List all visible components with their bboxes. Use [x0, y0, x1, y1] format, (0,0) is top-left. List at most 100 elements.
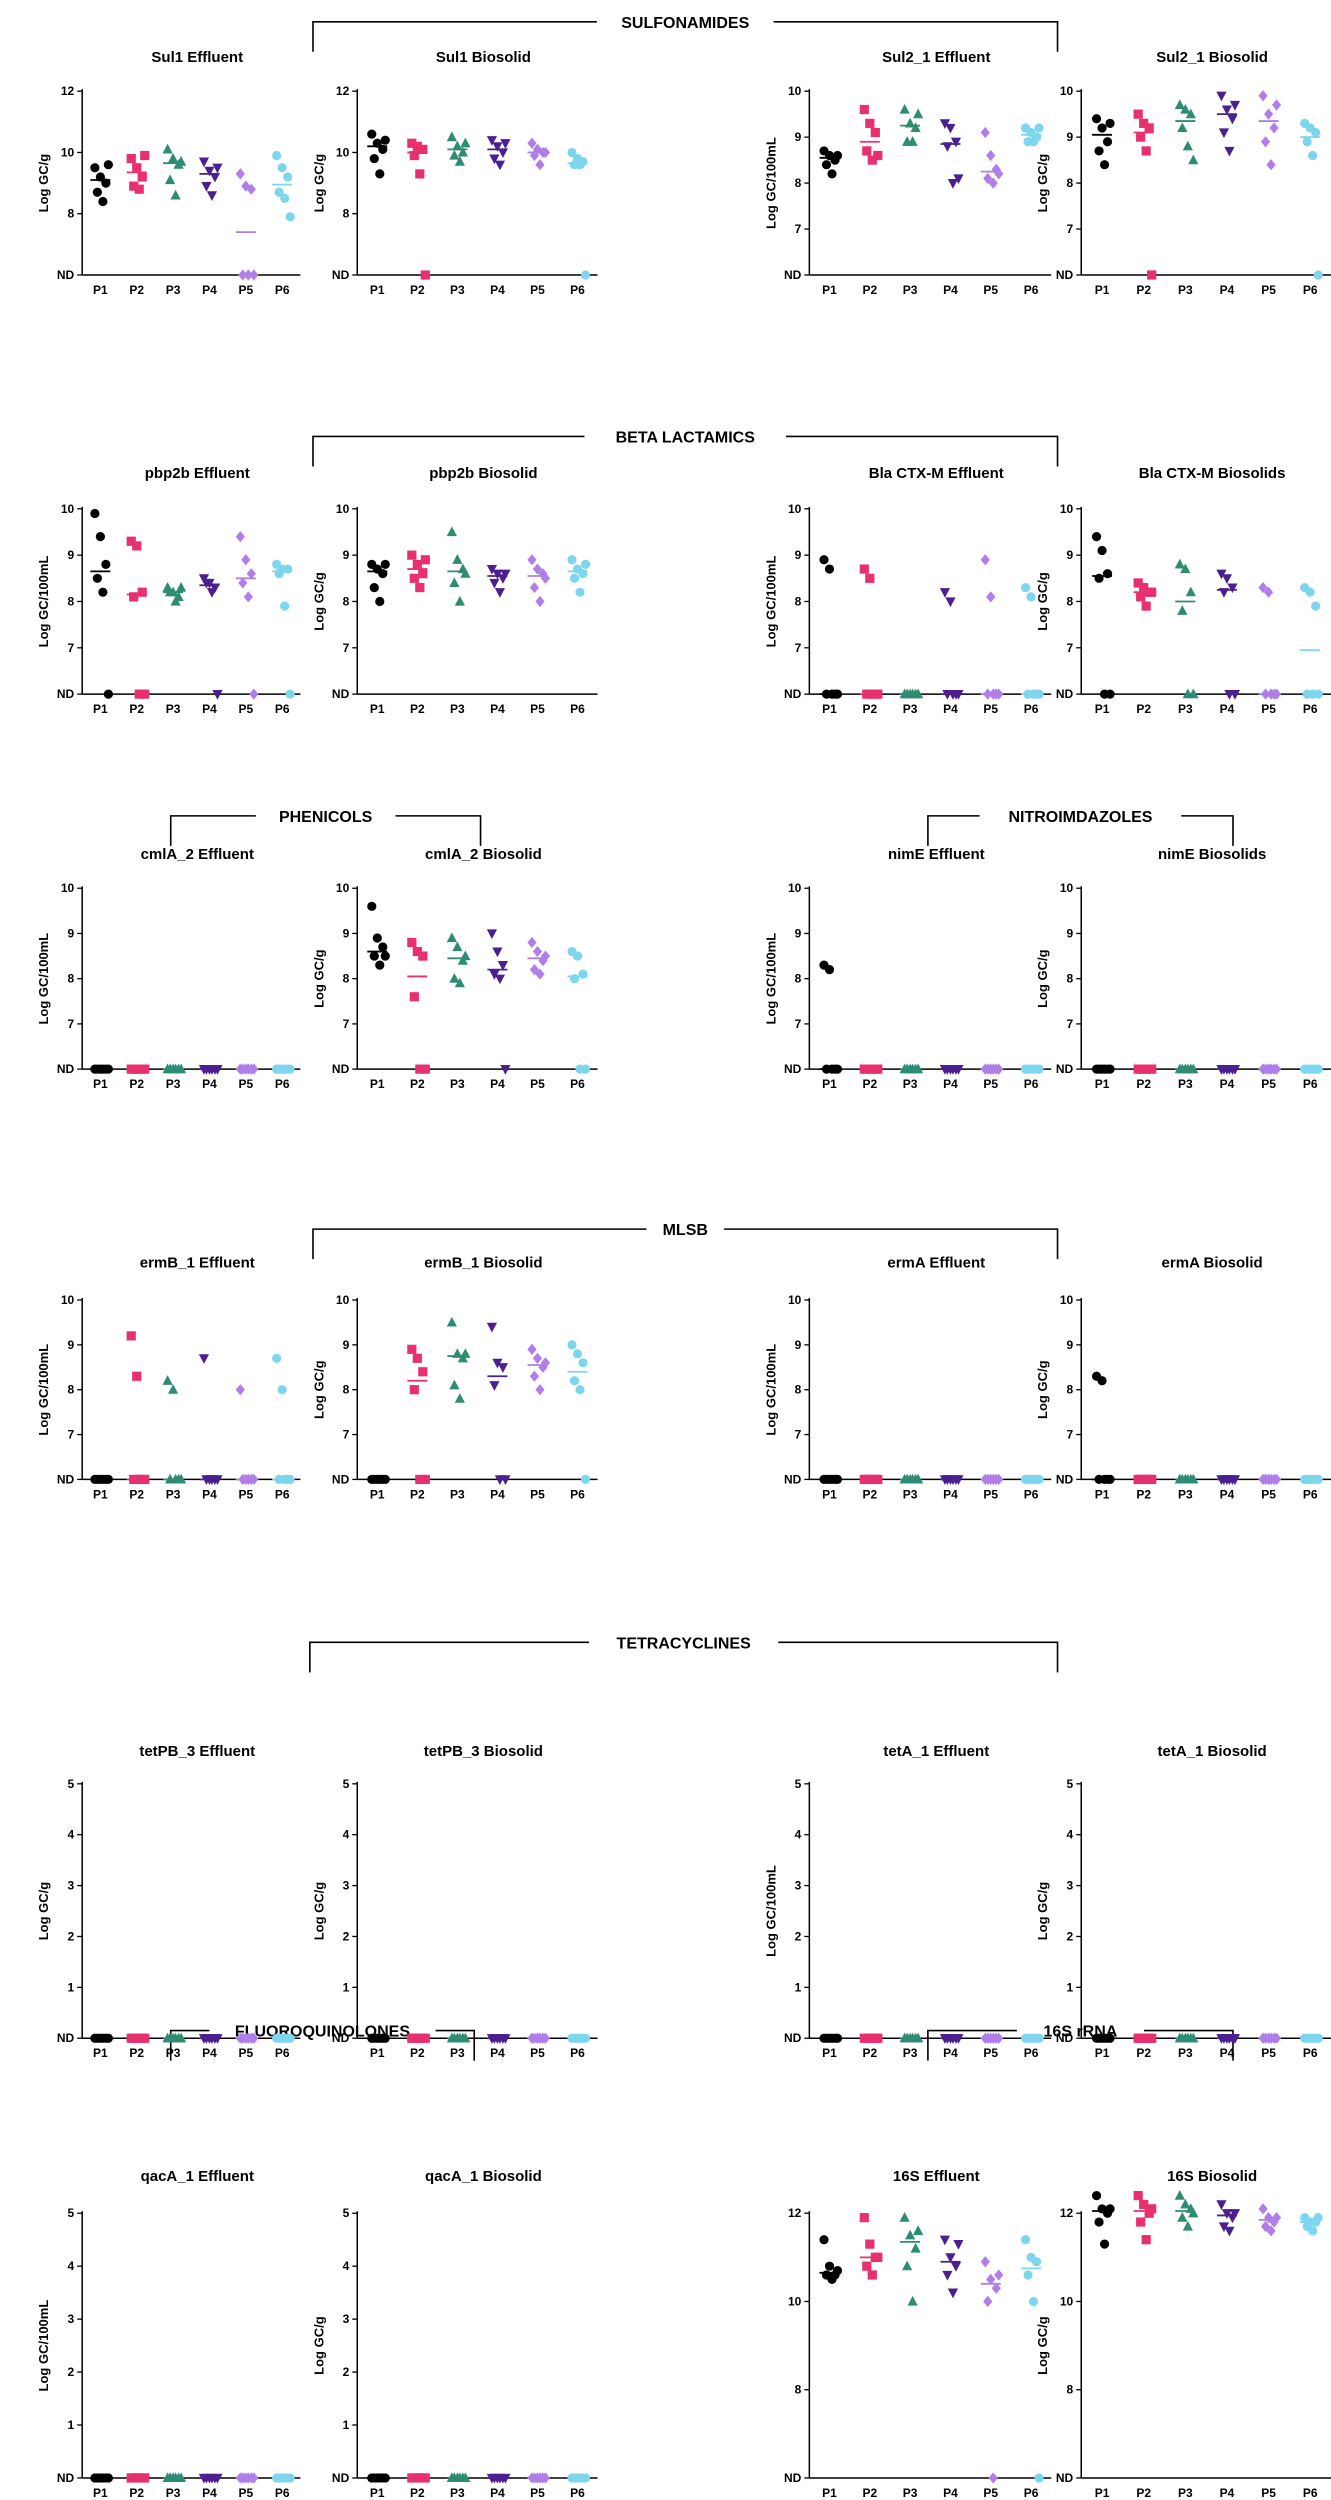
x-tick-label: P4: [943, 702, 958, 716]
data-point-p2: [873, 1474, 883, 1485]
bracket-line-left: [169, 2029, 210, 2061]
data-point-p3: [1180, 103, 1191, 114]
bracket-line-left: [169, 815, 256, 846]
data-point-p5: [538, 954, 548, 967]
data-point-p6: [580, 2473, 591, 2483]
data-point-p2: [873, 150, 883, 161]
panel-title: ermA Effluent: [887, 1255, 985, 1272]
data-point-p2: [865, 2239, 875, 2249]
data-point-p1: [1094, 2217, 1104, 2227]
x-tick-label: P1: [93, 283, 108, 297]
data-point-p1: [1091, 114, 1102, 124]
y-tick-label: ND: [57, 268, 75, 282]
data-point-p5: [1258, 2203, 1268, 2215]
x-tick-label: P5: [530, 1077, 545, 1091]
y-tick-label: 8: [795, 176, 802, 190]
y-tick-label: ND: [1056, 268, 1074, 282]
y-tick-label: 10: [788, 881, 802, 895]
x-tick-label: P5: [1261, 2046, 1276, 2060]
y-tick-label: 2: [1067, 1929, 1074, 1943]
data-point-p3: [162, 143, 173, 154]
x-tick-label: P5: [1261, 1487, 1276, 1501]
data-point-p5: [540, 572, 551, 584]
x-tick-label: P1: [93, 702, 108, 716]
panel-sul1-biosolid: Sul1 Biosolid Log GC/g ND 8 10 12 P1 P2 P3 P4 P5 P6: [311, 49, 598, 297]
group-title-nitroimdazoles: NITROIMDAZOLES: [1008, 809, 1152, 826]
data-point-p6: [1028, 2296, 1039, 2307]
data-point-p3: [913, 688, 924, 699]
data-point-p3: [905, 2229, 916, 2240]
y-tick-label: 8: [1067, 2383, 1074, 2397]
data-point-p3: [452, 140, 463, 151]
data-point-p5: [243, 2032, 253, 2044]
x-tick-label: P3: [450, 1077, 465, 1091]
data-point-p5: [988, 688, 998, 700]
data-point-p1: [819, 555, 829, 565]
bracket-line-left: [312, 435, 585, 467]
y-tick-label: ND: [332, 268, 350, 282]
data-point-p6: [575, 1385, 585, 1395]
data-point-p6: [580, 1064, 591, 1074]
x-tick-label: P1: [1095, 1077, 1110, 1091]
y-tick-label: 8: [1067, 594, 1074, 608]
data-point-p5: [535, 1384, 545, 1396]
data-point-p4: [953, 174, 964, 185]
data-point-p3: [1177, 2212, 1188, 2222]
bracket-line-right: [773, 20, 1059, 52]
x-tick-label: P4: [943, 2046, 958, 2060]
data-point-p3: [457, 146, 468, 157]
data-point-p3: [1177, 122, 1188, 133]
bracket-line-right: [1181, 815, 1234, 846]
data-point-p5: [529, 149, 540, 162]
y-tick-label: 2: [343, 2365, 350, 2379]
data-point-p4: [1216, 2200, 1227, 2211]
x-tick-label: P6: [275, 2046, 290, 2060]
x-tick-label: P4: [490, 702, 505, 716]
data-point-p5: [540, 146, 551, 159]
panel-tetpb-3-effluent: tetPB_3 Effluent Log GC/g ND 1 2 3 4 5 P1 P2 P3 P4 P…: [36, 1743, 301, 2060]
y-tick-label: 10: [336, 145, 350, 159]
panel-title: nimE Biosolids: [1158, 846, 1266, 863]
data-point-p4: [500, 2034, 511, 2044]
data-point-p6: [1023, 2270, 1033, 2280]
data-point-p5: [988, 1063, 998, 1075]
data-point-p6: [1313, 1474, 1323, 1485]
x-tick-label: P5: [983, 1077, 998, 1091]
data-point-p3: [167, 1384, 179, 1394]
data-point-p3: [1188, 2207, 1199, 2218]
panel-title: Sul1 Biosolid: [436, 49, 531, 66]
x-tick-label: P3: [1178, 1487, 1193, 1501]
bracket-line-right: [395, 815, 482, 846]
y-tick-label: 9: [795, 926, 802, 940]
x-tick-label: P1: [822, 283, 837, 297]
y-tick-label: 1: [68, 1980, 75, 1994]
panel-title: tetA_1 Effluent: [883, 1743, 989, 1760]
data-point-p2: [134, 1474, 144, 1485]
data-point-p3: [460, 568, 471, 578]
data-point-p4: [500, 139, 511, 149]
data-point-p2: [1141, 1474, 1151, 1485]
data-point-p2: [129, 1064, 139, 1074]
x-tick-label: P6: [570, 2486, 585, 2500]
data-point-p1: [103, 1064, 113, 1074]
data-point-p3: [913, 1473, 924, 1484]
data-point-p3: [175, 1473, 187, 1484]
y-tick-label: 9: [68, 1338, 75, 1352]
x-tick-label: P6: [570, 702, 585, 716]
panel-title: Bla CTX-M Effluent: [869, 465, 1004, 482]
data-point-p5: [527, 1343, 537, 1355]
y-tick-label: 9: [1067, 548, 1074, 562]
y-tick-label: 10: [1060, 502, 1074, 516]
x-tick-label: P5: [1261, 283, 1276, 297]
y-tick-label: 9: [343, 1338, 350, 1352]
data-point-p4: [209, 172, 221, 183]
y-axis-label: Log GC/100mL: [763, 1865, 778, 1957]
data-point-p4: [494, 974, 506, 985]
data-point-p6: [274, 569, 284, 579]
data-point-p2: [862, 1064, 872, 1074]
data-point-p5: [238, 577, 248, 589]
x-tick-label: P6: [1024, 2486, 1039, 2500]
y-tick-label: 8: [68, 594, 75, 608]
data-point-p5: [249, 2032, 259, 2044]
